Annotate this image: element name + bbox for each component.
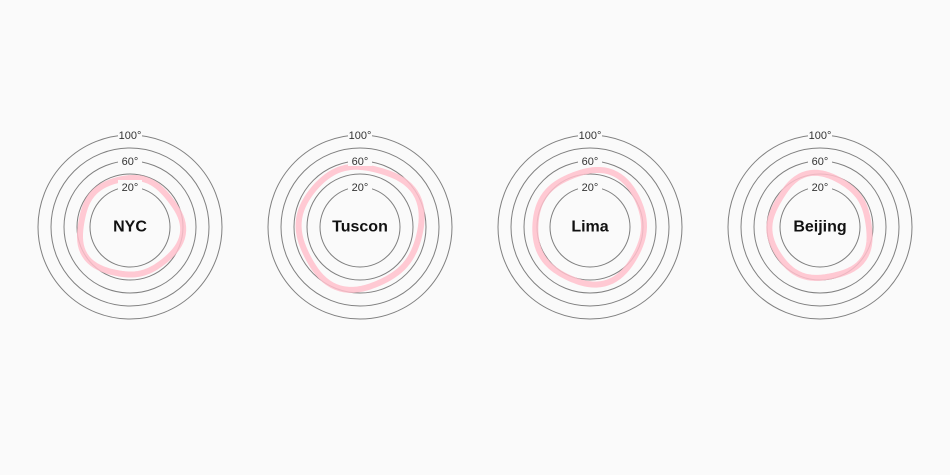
temperature-band-tuscon <box>295 163 425 293</box>
ring-tick-label: 100° <box>119 130 142 142</box>
tick-label-bg <box>808 180 832 192</box>
ring-tick-label: 60° <box>582 156 599 168</box>
temperature-band-beijing <box>766 169 873 281</box>
radial-chart-tuscon: 20° 60° 100° Tuscon <box>267 128 453 320</box>
ring-tick-label: 60° <box>352 156 369 168</box>
temperature-band-nyc <box>76 174 187 278</box>
tick-label-bg <box>118 128 142 140</box>
temperature-band-lima <box>532 166 647 288</box>
ring-80 <box>50 147 210 307</box>
tick-label-bg <box>118 154 142 166</box>
ring-80 <box>740 147 900 307</box>
tick-label-bg <box>118 180 142 192</box>
tick-label-bg <box>348 154 372 166</box>
ring-tick-label: 60° <box>812 156 829 168</box>
tick-label-bg <box>578 128 602 140</box>
radial-chart-beijing: 20° 60° 100° Beijing <box>727 128 913 320</box>
ring-80 <box>510 147 670 307</box>
city-label: NYC <box>113 219 147 236</box>
ring-tick-label: 100° <box>809 130 832 142</box>
ring-tick-label: 100° <box>579 130 602 142</box>
tick-label-bg <box>578 180 602 192</box>
ring-tick-label: 20° <box>812 182 829 194</box>
radial-chart-nyc: 20° 60° 100° NYC <box>37 128 223 320</box>
city-label: Lima <box>571 219 608 236</box>
radial-chart-lima: 20° 60° 100° Lima <box>497 128 683 320</box>
city-label: Tuscon <box>332 219 388 236</box>
ring-tick-label: 100° <box>349 130 372 142</box>
ring-40 <box>306 173 414 281</box>
ring-tick-label: 60° <box>122 156 139 168</box>
ring-tick-label: 20° <box>122 182 139 194</box>
ring-tick-label: 20° <box>352 182 369 194</box>
tick-label-bg <box>578 154 602 166</box>
tick-label-bg <box>808 154 832 166</box>
tick-label-bg <box>348 128 372 140</box>
tick-label-bg <box>348 180 372 192</box>
ring-tick-label: 20° <box>582 182 599 194</box>
city-label: Beijing <box>793 219 846 236</box>
tick-label-bg <box>808 128 832 140</box>
ring-80 <box>280 147 440 307</box>
